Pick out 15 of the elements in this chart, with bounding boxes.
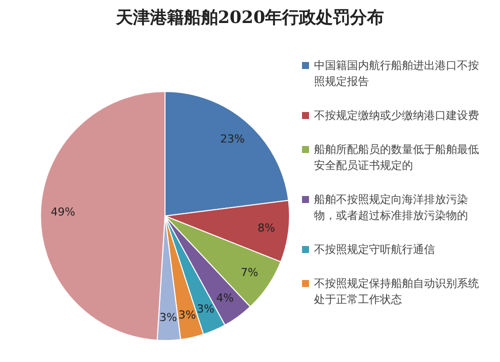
legend-label: 不按规定缴纳或少缴纳港口建设费: [314, 108, 479, 124]
data-label: 23%: [220, 132, 245, 146]
data-label: 8%: [258, 222, 276, 235]
legend-label: 中国籍国内航行船舶进出港口不按照规定报告: [314, 58, 480, 90]
chart-title: 天津港籍船舶2020年行政处罚分布: [114, 7, 386, 29]
data-label: 4%: [216, 291, 234, 304]
legend-label: 船舶不按照规定向海洋排放污染物，或者超过标准排放污染物的: [314, 192, 469, 224]
legend-label: 不按照规定保持船舶自动识别系统处于正常工作状态: [314, 276, 480, 308]
data-label: 3%: [159, 310, 177, 324]
data-label: 3%: [196, 302, 214, 316]
data-label: 3%: [178, 308, 196, 322]
data-label: 7%: [240, 266, 258, 280]
legend-label: 不按照规定守听航行通信: [314, 242, 435, 258]
data-label: 49%: [50, 206, 76, 219]
legend-label: 船舶所配船员的数量低于船舶最低安全配员证书规定的: [314, 142, 480, 174]
